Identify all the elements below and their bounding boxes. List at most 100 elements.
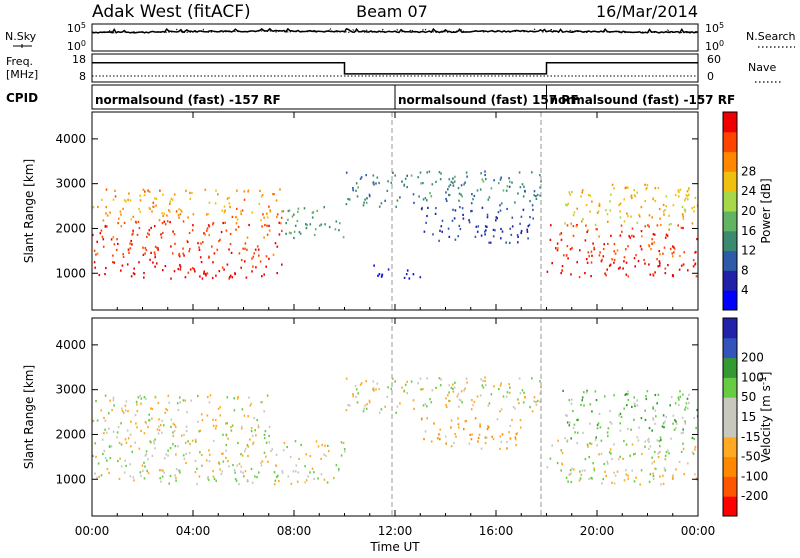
data-cell (381, 273, 384, 276)
data-cell (209, 394, 212, 397)
data-cell (159, 477, 161, 480)
data-cell (111, 409, 113, 412)
data-cell (631, 443, 634, 446)
data-cell (96, 419, 99, 422)
data-cell (338, 467, 340, 471)
data-cell (421, 206, 423, 209)
data-cell (432, 233, 434, 236)
data-cell (225, 456, 227, 459)
data-cell (652, 406, 654, 409)
data-cell (368, 399, 371, 402)
data-cell (221, 266, 224, 269)
data-cell (447, 188, 449, 191)
data-cell (667, 449, 669, 452)
data-cell (680, 264, 683, 267)
data-cell (680, 226, 683, 229)
data-cell (122, 253, 124, 256)
data-cell (366, 403, 368, 406)
data-cell (251, 434, 254, 437)
data-cell (420, 418, 423, 421)
data-cell (294, 470, 297, 473)
data-cell (173, 233, 176, 236)
data-cell (240, 453, 242, 456)
data-cell (324, 444, 326, 447)
data-cell (199, 256, 202, 259)
data-cell (654, 409, 657, 412)
data-cell (212, 424, 215, 427)
data-cell (263, 216, 265, 219)
data-cell (110, 238, 113, 241)
data-cell (633, 194, 636, 197)
data-cell (178, 252, 181, 256)
data-cell (206, 213, 208, 216)
data-cell (420, 388, 422, 391)
data-cell (112, 396, 115, 399)
data-cell (396, 199, 399, 202)
data-cell (540, 180, 542, 183)
data-cell (648, 427, 651, 430)
data-cell (150, 407, 152, 410)
data-cell (470, 210, 472, 213)
data-cell (347, 404, 349, 407)
data-cell (448, 185, 450, 188)
data-cell (362, 204, 365, 207)
data-cell (259, 189, 261, 192)
data-cell (579, 249, 581, 252)
data-cell (439, 229, 441, 232)
data-cell (352, 189, 354, 192)
data-cell (223, 211, 226, 214)
data-cell (560, 232, 563, 235)
data-cell (274, 242, 277, 245)
data-cell (573, 423, 576, 426)
data-cell (157, 401, 160, 405)
data-cell (449, 183, 452, 186)
data-cell (219, 406, 221, 409)
data-cell (484, 379, 486, 383)
data-cell (146, 469, 148, 472)
data-cell (519, 426, 522, 429)
data-cell (265, 255, 268, 258)
data-cell (423, 230, 426, 233)
data-cell (604, 272, 606, 275)
data-cell (561, 265, 564, 268)
data-cell (199, 429, 202, 432)
data-cell (458, 405, 460, 408)
data-cell (104, 394, 107, 397)
data-cell (403, 183, 405, 186)
data-cell (622, 267, 624, 270)
data-cell (466, 381, 468, 384)
data-cell (183, 457, 186, 460)
data-cell (121, 407, 123, 410)
data-cell (179, 265, 182, 268)
data-cell (687, 269, 689, 272)
data-cell (387, 386, 389, 389)
data-cell (364, 198, 366, 201)
data-cell (514, 438, 517, 441)
data-cell (303, 207, 306, 210)
data-cell (550, 224, 552, 227)
data-cell (250, 430, 253, 433)
data-cell (454, 175, 456, 178)
data-cell (304, 465, 306, 468)
data-cell (171, 198, 174, 201)
data-cell (376, 382, 379, 385)
data-cell (666, 234, 669, 237)
data-cell (571, 467, 573, 470)
data-cell (321, 443, 323, 447)
data-cell (488, 402, 491, 405)
data-cell (438, 433, 440, 436)
data-cell (124, 438, 127, 441)
data-cell (261, 460, 264, 463)
data-cell (191, 191, 193, 195)
data-cell (154, 447, 156, 450)
data-cell (260, 401, 262, 404)
data-cell (240, 210, 242, 213)
data-cell (266, 216, 269, 219)
data-cell (531, 377, 533, 380)
data-cell (592, 462, 594, 465)
data-cell (609, 448, 612, 451)
data-cell (271, 448, 273, 451)
data-cell (413, 201, 415, 204)
data-cell (654, 393, 657, 397)
data-cell (287, 209, 290, 213)
